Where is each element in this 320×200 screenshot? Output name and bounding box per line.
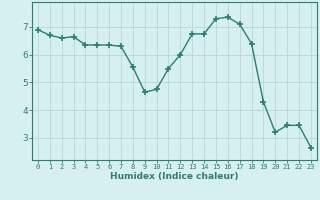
X-axis label: Humidex (Indice chaleur): Humidex (Indice chaleur)	[110, 172, 239, 181]
